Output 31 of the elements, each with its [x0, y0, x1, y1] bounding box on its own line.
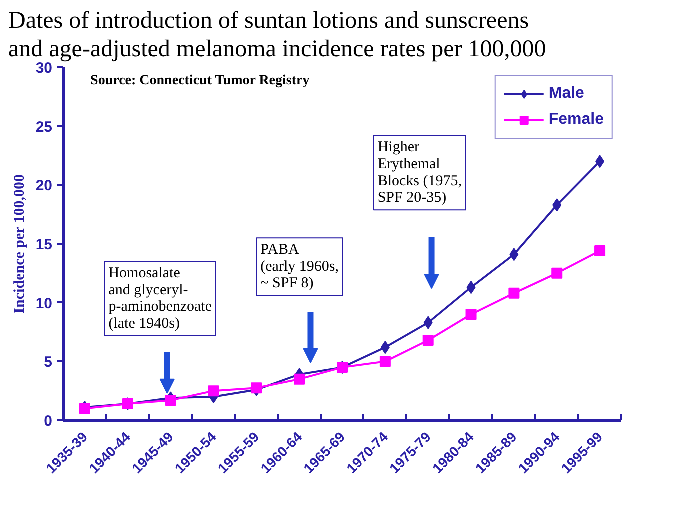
point: [596, 155, 605, 168]
point: [552, 268, 563, 279]
point: [422, 334, 434, 346]
point: [380, 341, 390, 354]
point: [208, 386, 220, 397]
legend-label: Male: [548, 85, 584, 103]
y-tick-label: 10: [36, 295, 53, 312]
y-tick-label: 15: [36, 236, 53, 254]
y-tick-label: 5: [44, 354, 52, 372]
y-axis-title: Incidence per 100,000: [12, 174, 28, 314]
y-tick-label: 30: [36, 60, 53, 77]
point: [466, 309, 477, 320]
point: [165, 394, 176, 406]
legend-label: Female: [548, 111, 604, 129]
point: [294, 374, 306, 385]
annotation: Source: Connecticut Tumor Registry: [90, 73, 310, 88]
point: [594, 246, 606, 257]
point: [466, 281, 476, 294]
y-tick-label: 20: [36, 178, 53, 195]
point: [508, 288, 520, 299]
point: [510, 248, 519, 262]
point: [380, 356, 391, 368]
y-tick-label: 0: [44, 413, 52, 430]
annotation: PABA (early 1960s, ~ SPF 8): [260, 242, 339, 292]
y-tick-label: 25: [36, 118, 53, 136]
point: [424, 316, 433, 330]
point: [552, 198, 562, 212]
chart-title: Dates of introduction of suntan lotions and sunscreens and age-adjusted melanoma incidence rates per 100,000: [8, 8, 546, 62]
point: [251, 382, 262, 394]
annotation: Higher Erythemal Blocks (1975, SPF 20-35): [378, 140, 462, 206]
annotation: Homosalate and glyceryl- p-aminobenzoate (late 1940s): [108, 266, 212, 332]
